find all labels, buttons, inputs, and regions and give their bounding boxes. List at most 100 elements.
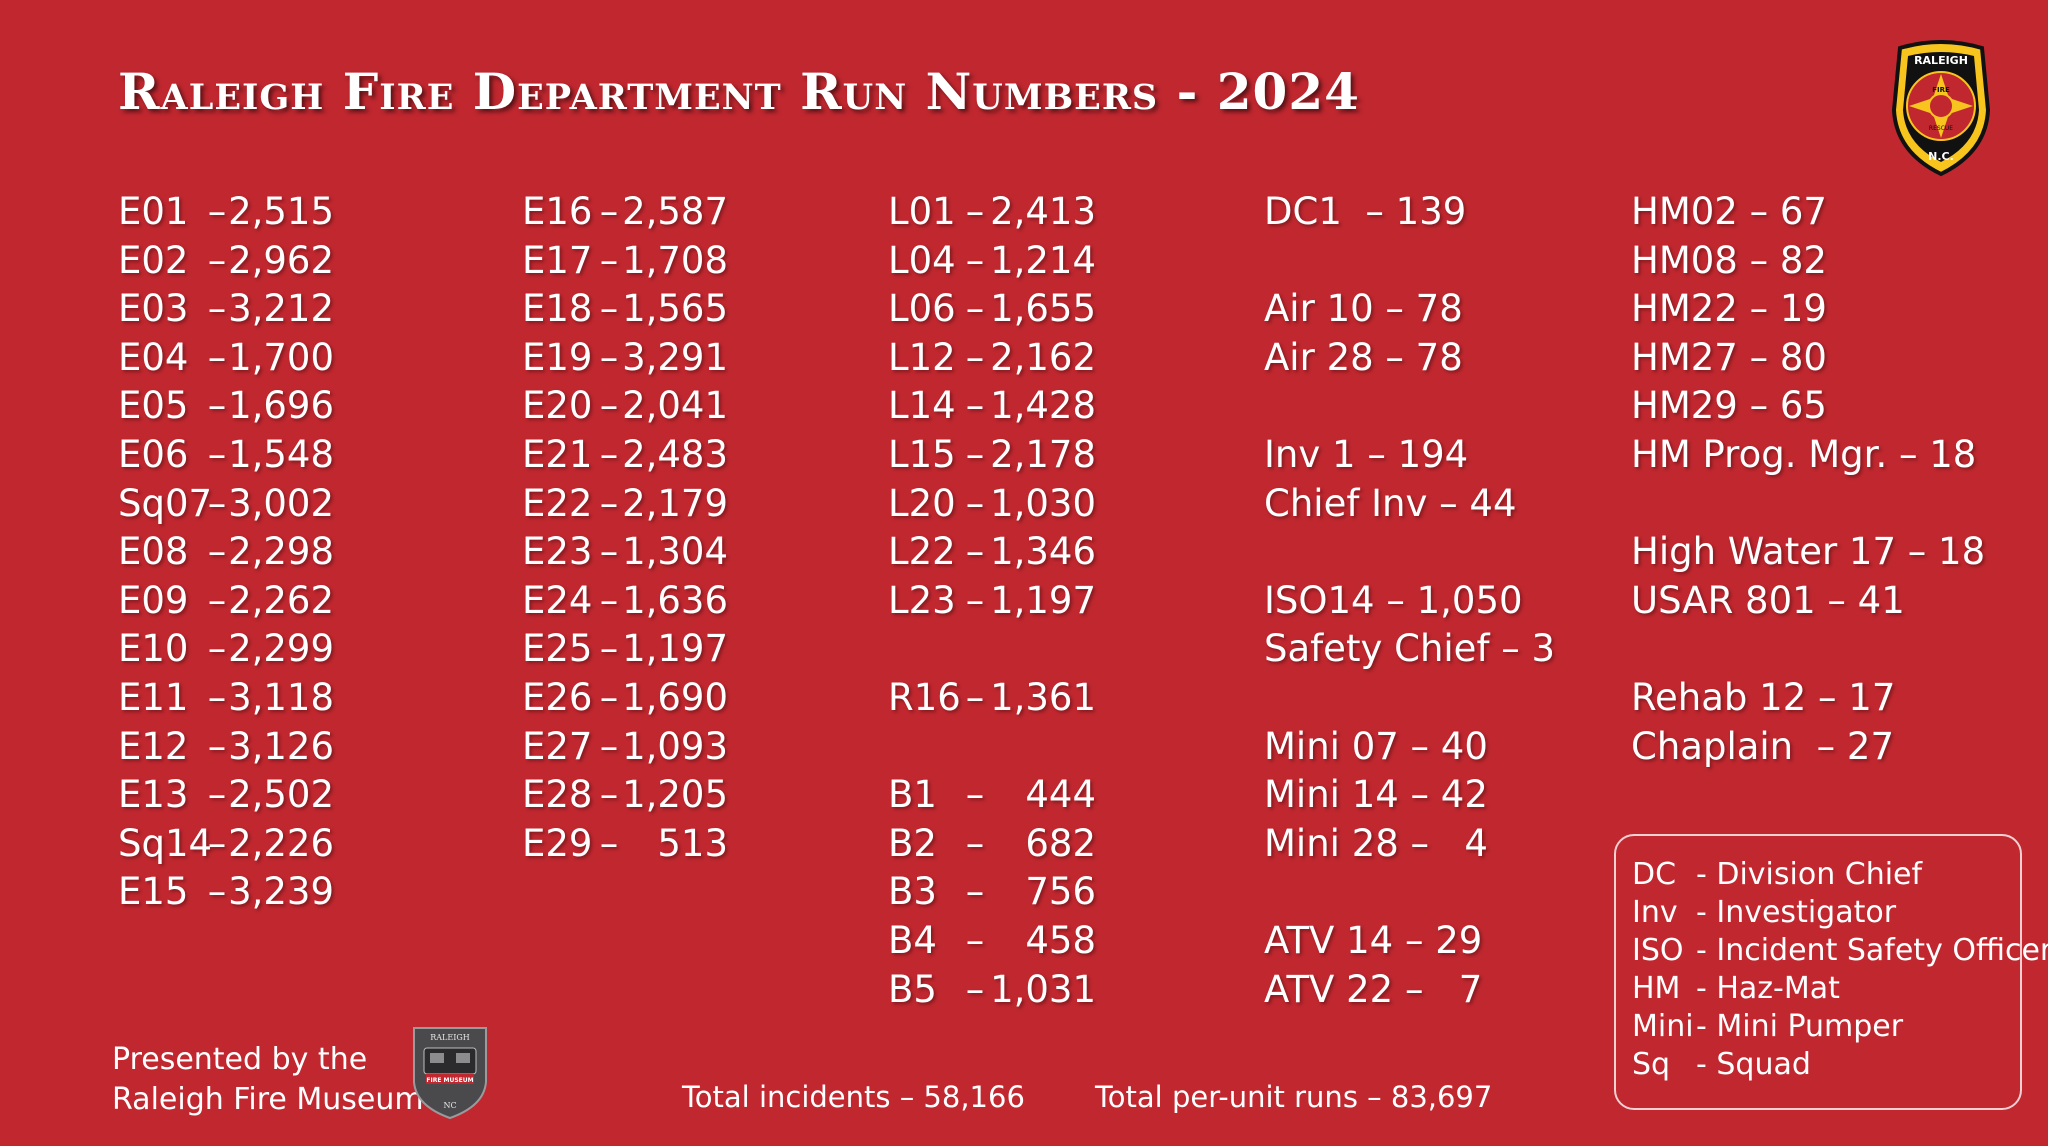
unit-name: E17 — [522, 238, 593, 282]
unit-run-text: Air 10 – 78 — [1264, 287, 1463, 331]
run-count: 1,361 — [990, 676, 1096, 719]
unit-name: E28 — [522, 773, 593, 817]
run-count: 2,179 — [622, 481, 728, 525]
unit-name: Sq07 — [118, 481, 213, 525]
raleigh-fire-museum-logo: RALEIGH FIRE MUSEUM NC — [413, 1027, 487, 1120]
run-count: 2,483 — [622, 433, 728, 476]
unit-name: E22 — [522, 481, 593, 525]
unit-name: E04 — [118, 335, 189, 379]
unit-separator: – — [599, 481, 619, 525]
unit-name: Sq14 — [118, 821, 213, 865]
unit-name: L20 — [888, 481, 956, 525]
unit-row: Rehab 12 – 17 — [1631, 674, 1895, 722]
unit-run-text: Rehab 12 – 17 — [1631, 676, 1896, 719]
unit-name: E20 — [522, 384, 593, 428]
unit-run-text: ATV 14 – 29 — [1264, 919, 1483, 962]
run-count: 2,262 — [228, 578, 334, 622]
unit-name: E11 — [118, 676, 189, 719]
unit-name: E27 — [522, 724, 593, 768]
unit-separator: – — [207, 676, 227, 719]
unit-separator: – — [965, 433, 985, 476]
unit-name: L12 — [888, 335, 956, 379]
unit-name: R16 — [888, 676, 961, 719]
presented-line-1: Presented by the — [112, 1042, 368, 1077]
run-count: 444 — [1025, 773, 1096, 817]
unit-name: E18 — [522, 287, 593, 331]
run-count: 1,197 — [990, 578, 1096, 622]
unit-row: HM08 – 82 — [1631, 237, 1827, 285]
run-count: 3,118 — [228, 676, 334, 719]
legend-description: - Mini Pumper — [1696, 1009, 1904, 1044]
unit-separator: – — [965, 287, 985, 331]
unit-run-text: Chief Inv – 44 — [1264, 481, 1517, 525]
run-count: 1,690 — [622, 676, 728, 719]
unit-row: Chief Inv – 44 — [1264, 480, 1516, 528]
unit-name: B4 — [888, 919, 937, 962]
unit-name: L22 — [888, 530, 956, 574]
legend-description: - Division Chief — [1696, 857, 1923, 892]
unit-run-text: Inv 1 – 194 — [1264, 433, 1469, 476]
unit-separator: – — [965, 578, 985, 622]
unit-name: B1 — [888, 773, 937, 817]
unit-separator: – — [599, 676, 619, 719]
run-count: 682 — [1025, 821, 1096, 865]
unit-name: E03 — [118, 287, 189, 331]
legend-abbreviation: ISO — [1632, 933, 1684, 968]
run-count: 3,126 — [228, 724, 334, 768]
unit-separator: – — [599, 384, 619, 428]
unit-name: E16 — [522, 190, 593, 233]
unit-row: Air 10 – 78 — [1264, 285, 1463, 333]
unit-name: E10 — [118, 627, 189, 671]
unit-run-text: Mini 07 – 40 — [1264, 724, 1488, 768]
unit-separator: – — [207, 627, 227, 671]
run-count: 2,298 — [228, 530, 334, 574]
unit-name: E29 — [522, 821, 593, 865]
run-count: 2,515 — [228, 190, 334, 233]
unit-name: E06 — [118, 433, 189, 476]
unit-separator: – — [965, 773, 985, 817]
run-count: 1,696 — [228, 384, 334, 428]
unit-separator: – — [965, 530, 985, 574]
unit-run-text: DC1 – 139 — [1264, 190, 1467, 233]
run-count: 2,413 — [990, 190, 1096, 233]
run-count: 1,428 — [990, 384, 1096, 428]
run-count: 1,346 — [990, 530, 1096, 574]
unit-separator: – — [207, 530, 227, 574]
unit-separator: – — [207, 773, 227, 817]
total-incidents: Total incidents – 58,166 — [682, 1080, 1025, 1114]
unit-name: E05 — [118, 384, 189, 428]
unit-separator: – — [965, 481, 985, 525]
unit-separator: – — [207, 238, 227, 282]
unit-separator: – — [965, 676, 985, 719]
badge-top-text: RALEIGH — [1914, 54, 1968, 67]
unit-row: USAR 801 – 41 — [1631, 577, 1905, 625]
unit-name: B3 — [888, 870, 937, 914]
unit-name: E02 — [118, 238, 189, 282]
run-count: 3,212 — [228, 287, 334, 331]
unit-row: HM02 – 67 — [1631, 188, 1827, 236]
run-count: 1,708 — [622, 238, 728, 282]
run-count: 1,655 — [990, 287, 1096, 331]
unit-run-text: HM29 – 65 — [1631, 384, 1827, 428]
unit-separator: – — [965, 967, 985, 1011]
unit-separator: – — [599, 530, 619, 574]
unit-name: E08 — [118, 530, 189, 574]
unit-separator: – — [599, 578, 619, 622]
run-count: 1,093 — [622, 724, 728, 768]
unit-separator: – — [207, 433, 227, 476]
unit-row: Safety Chief – 3 — [1264, 625, 1555, 673]
unit-separator: – — [207, 481, 227, 525]
unit-row: Chaplain – 27 — [1631, 723, 1894, 771]
unit-separator: – — [207, 870, 227, 914]
unit-separator: – — [965, 335, 985, 379]
unit-name: E24 — [522, 578, 593, 622]
unit-separator: – — [965, 919, 985, 962]
unit-name: L06 — [888, 287, 956, 331]
run-count: 2,962 — [228, 238, 334, 282]
unit-row: HM29 – 65 — [1631, 382, 1827, 430]
unit-separator: – — [965, 190, 985, 233]
unit-name: L04 — [888, 238, 956, 282]
run-count: 1,031 — [990, 967, 1096, 1011]
run-count: 3,239 — [228, 870, 334, 914]
unit-separator: – — [599, 627, 619, 671]
